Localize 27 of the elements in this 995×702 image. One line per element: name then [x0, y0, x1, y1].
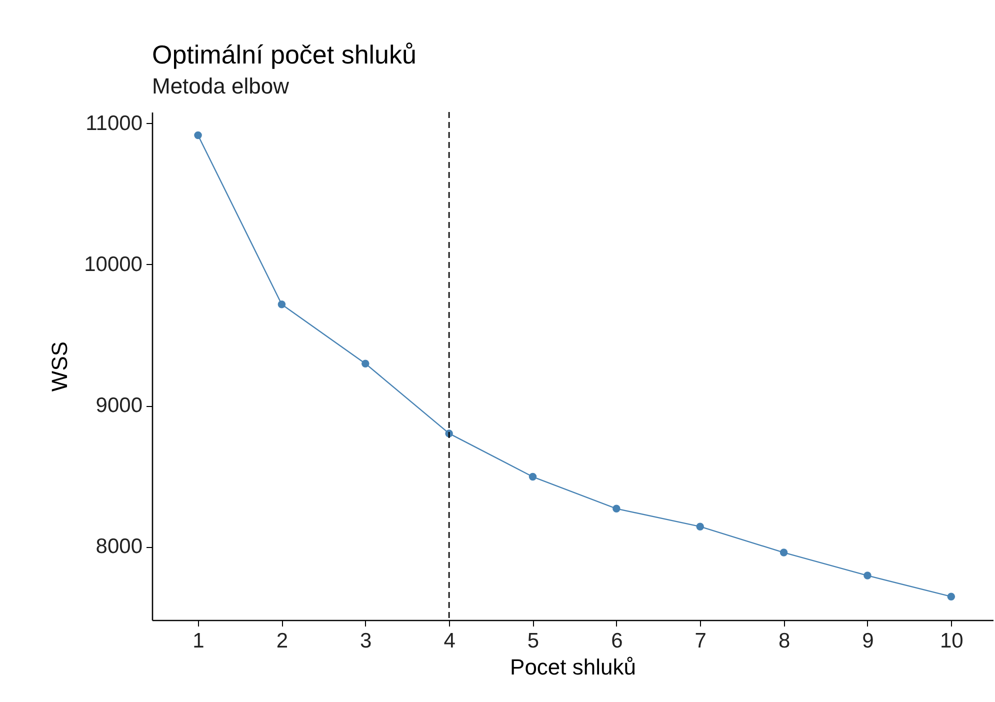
- chart-title: Optimální počet shluků: [152, 39, 416, 70]
- x-tick-label: 9: [862, 630, 874, 652]
- y-tick-label: 9000: [96, 394, 142, 418]
- chart-subtitle: Metoda elbow: [152, 73, 290, 98]
- point: [696, 522, 704, 530]
- point: [528, 472, 537, 481]
- point: [864, 572, 872, 580]
- point: [780, 548, 788, 556]
- x-tick-label: 10: [940, 630, 964, 652]
- y-tick-label: 11000: [86, 112, 142, 135]
- x-tick-label: 4: [444, 630, 456, 652]
- point: [194, 131, 202, 140]
- x-tick-label: 7: [694, 630, 706, 652]
- y-tick-label: 10000: [84, 252, 142, 276]
- x-tick-label: 8: [778, 630, 790, 652]
- point: [278, 300, 286, 308]
- point: [612, 504, 620, 513]
- x-tick-label: 5: [527, 630, 540, 652]
- x-tick-label: 2: [276, 630, 288, 652]
- point: [362, 360, 370, 368]
- point: [947, 592, 956, 600]
- x-tick-label: 6: [611, 630, 623, 652]
- y-tick-label: 8000: [96, 535, 142, 558]
- y-axis-title: WSS: [47, 341, 72, 392]
- x-tick-label: 1: [192, 630, 204, 652]
- x-tick-label: 3: [360, 630, 372, 652]
- x-axis-title: Pocet shluků: [510, 654, 636, 680]
